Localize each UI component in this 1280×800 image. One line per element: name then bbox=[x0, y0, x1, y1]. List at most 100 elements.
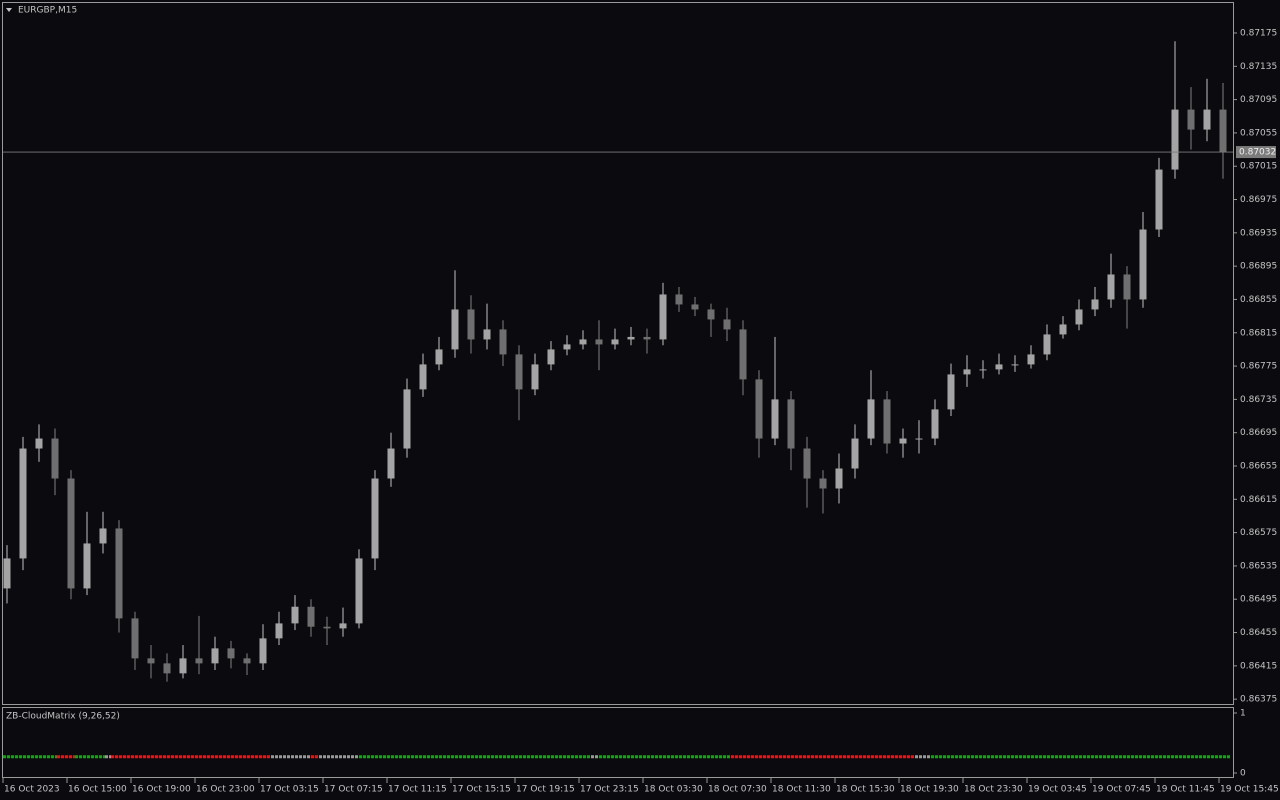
candle-body bbox=[819, 478, 827, 489]
x-tick-label: 16 Oct 2023 bbox=[4, 785, 60, 795]
x-tick-label: 16 Oct 19:00 bbox=[132, 785, 191, 795]
candle-body bbox=[19, 448, 27, 559]
y-tick-label: 0.86695 bbox=[1240, 428, 1277, 438]
y-tick-label: 0.86935 bbox=[1240, 228, 1277, 238]
y-tick-label: 0.87135 bbox=[1240, 62, 1277, 72]
x-tick-label: 17 Oct 07:15 bbox=[324, 785, 383, 795]
candle-body bbox=[211, 648, 219, 664]
candle-body bbox=[291, 606, 299, 624]
candle-body bbox=[1027, 354, 1035, 365]
candle-body bbox=[707, 309, 715, 320]
candle-body bbox=[387, 448, 395, 479]
candle-body bbox=[163, 663, 171, 674]
y-tick-label: 0.86855 bbox=[1240, 295, 1277, 305]
x-tick-label: 19 Oct 11:45 bbox=[1156, 785, 1215, 795]
indicator-tick-label: 1 bbox=[1240, 709, 1246, 719]
candle-body bbox=[787, 399, 795, 449]
candle-body bbox=[227, 648, 235, 659]
candle-body bbox=[867, 399, 875, 439]
candle-body bbox=[419, 364, 427, 390]
y-tick-label: 0.87175 bbox=[1240, 28, 1277, 38]
candle-body bbox=[99, 528, 107, 544]
y-tick-label: 0.86615 bbox=[1240, 495, 1277, 505]
x-tick-label: 16 Oct 23:00 bbox=[196, 785, 255, 795]
candle-body bbox=[579, 339, 587, 345]
chart-title: EURGBP,M15 bbox=[18, 6, 77, 16]
candle-body bbox=[995, 364, 1003, 370]
y-tick-label: 0.86575 bbox=[1240, 528, 1277, 538]
x-tick-label: 18 Oct 07:30 bbox=[708, 785, 767, 795]
y-tick-label: 0.86495 bbox=[1240, 595, 1277, 605]
candle-body bbox=[755, 379, 763, 439]
candle-body bbox=[339, 623, 347, 629]
candle-body bbox=[739, 329, 747, 380]
candle-body bbox=[691, 304, 699, 310]
candle-body bbox=[675, 294, 683, 305]
candle-body bbox=[627, 336, 635, 340]
candle-body bbox=[435, 349, 443, 365]
indicator-title: ZB-CloudMatrix (9,26,52) bbox=[6, 712, 120, 722]
price-label-box bbox=[1236, 146, 1276, 159]
candle-body bbox=[659, 294, 667, 340]
candle-body bbox=[35, 438, 43, 449]
candle-body bbox=[1091, 299, 1099, 310]
candle-body bbox=[307, 606, 315, 627]
candle-body bbox=[131, 618, 139, 659]
candle-body bbox=[275, 623, 283, 639]
candle-body bbox=[179, 658, 187, 674]
candle-body bbox=[531, 364, 539, 390]
candle-body bbox=[451, 309, 459, 350]
candle-body bbox=[243, 658, 251, 664]
y-tick-label: 0.86415 bbox=[1240, 661, 1277, 671]
candle-body bbox=[979, 369, 987, 371]
x-tick-label: 17 Oct 23:15 bbox=[580, 785, 639, 795]
candle-body bbox=[723, 319, 731, 330]
y-tick-label: 0.86655 bbox=[1240, 462, 1277, 472]
candle-body bbox=[963, 369, 971, 375]
candle-body bbox=[851, 438, 859, 469]
candle-body bbox=[323, 626, 331, 629]
candle-body bbox=[595, 339, 603, 345]
candle-body bbox=[1219, 109, 1227, 153]
candle-body bbox=[915, 438, 923, 440]
x-tick-label: 16 Oct 15:00 bbox=[68, 785, 127, 795]
y-tick-label: 0.86455 bbox=[1240, 628, 1277, 638]
y-tick-label: 0.87015 bbox=[1240, 162, 1277, 172]
x-tick-label: 19 Oct 07:45 bbox=[1092, 785, 1151, 795]
y-tick-label: 0.86775 bbox=[1240, 362, 1277, 372]
candle-body bbox=[931, 409, 939, 439]
y-tick-label: 0.86815 bbox=[1240, 328, 1277, 338]
candle-body bbox=[515, 354, 523, 390]
y-tick-label: 0.86975 bbox=[1240, 195, 1277, 205]
candle-body bbox=[1171, 109, 1179, 170]
x-tick-label: 18 Oct 15:30 bbox=[836, 785, 895, 795]
y-tick-label: 0.86735 bbox=[1240, 395, 1277, 405]
candle-body bbox=[483, 329, 491, 340]
candle-body bbox=[835, 468, 843, 489]
candle-body bbox=[115, 528, 123, 619]
indicator-tick-label: 0 bbox=[1240, 769, 1246, 779]
x-tick-label: 18 Oct 23:30 bbox=[964, 785, 1023, 795]
candle-body bbox=[899, 438, 907, 444]
main-frame bbox=[2, 2, 1234, 705]
x-tick-label: 19 Oct 03:45 bbox=[1028, 785, 1087, 795]
price-label: 0.87032 bbox=[1239, 148, 1276, 158]
x-tick-label: 17 Oct 19:15 bbox=[516, 785, 575, 795]
x-tick-label: 18 Oct 11:30 bbox=[772, 785, 831, 795]
candle-body bbox=[563, 344, 571, 350]
candle-body bbox=[371, 478, 379, 559]
candle-body bbox=[499, 329, 507, 355]
x-tick-label: 18 Oct 03:30 bbox=[644, 785, 703, 795]
candle-body bbox=[1187, 109, 1195, 130]
candle-body bbox=[83, 543, 91, 589]
candle-body bbox=[195, 658, 203, 664]
candle-body bbox=[1075, 309, 1083, 325]
symbol-menu-arrow[interactable] bbox=[6, 8, 12, 12]
candle-body bbox=[259, 638, 267, 664]
candle-body bbox=[1123, 274, 1131, 300]
candle-body bbox=[1043, 334, 1051, 355]
candle-body bbox=[771, 399, 779, 439]
candle-body bbox=[1059, 324, 1067, 335]
